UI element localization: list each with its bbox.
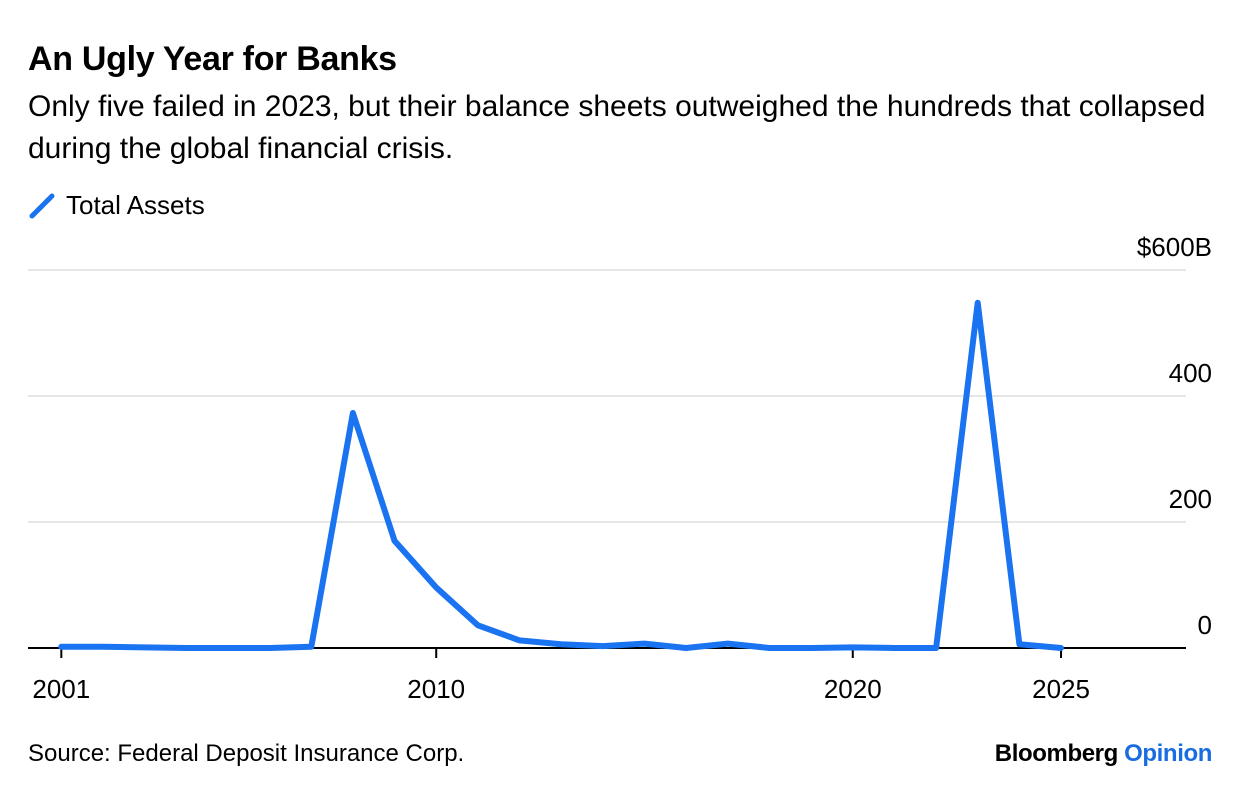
series-line-total-assets [58,299,1064,651]
x-tick-label: 2010 [407,674,465,704]
chart-title: An Ugly Year for Banks [28,40,397,78]
brand-accent: Opinion [1124,740,1212,767]
brand-name: Bloomberg [994,740,1118,767]
y-tick-label: 400 [1169,358,1212,388]
x-tick-label: 2025 [1032,674,1090,704]
brand-logo: Bloomberg Opinion [994,740,1213,768]
legend-swatch-total-assets [29,193,55,218]
x-tick-label: 2020 [824,674,882,704]
legend: Total Assets [28,190,205,221]
source-note: Source: Federal Deposit Insurance Corp. [28,740,465,767]
x-tick-label: 2001 [32,674,90,704]
y-tick-label: $600B [1137,232,1212,262]
legend-label-total-assets: Total Assets [66,190,205,220]
y-tick-label: 200 [1169,484,1212,514]
y-tick-label: 0 [1198,610,1212,640]
chart-subtitle: Only five failed in 2023, but their bala… [28,90,1206,165]
